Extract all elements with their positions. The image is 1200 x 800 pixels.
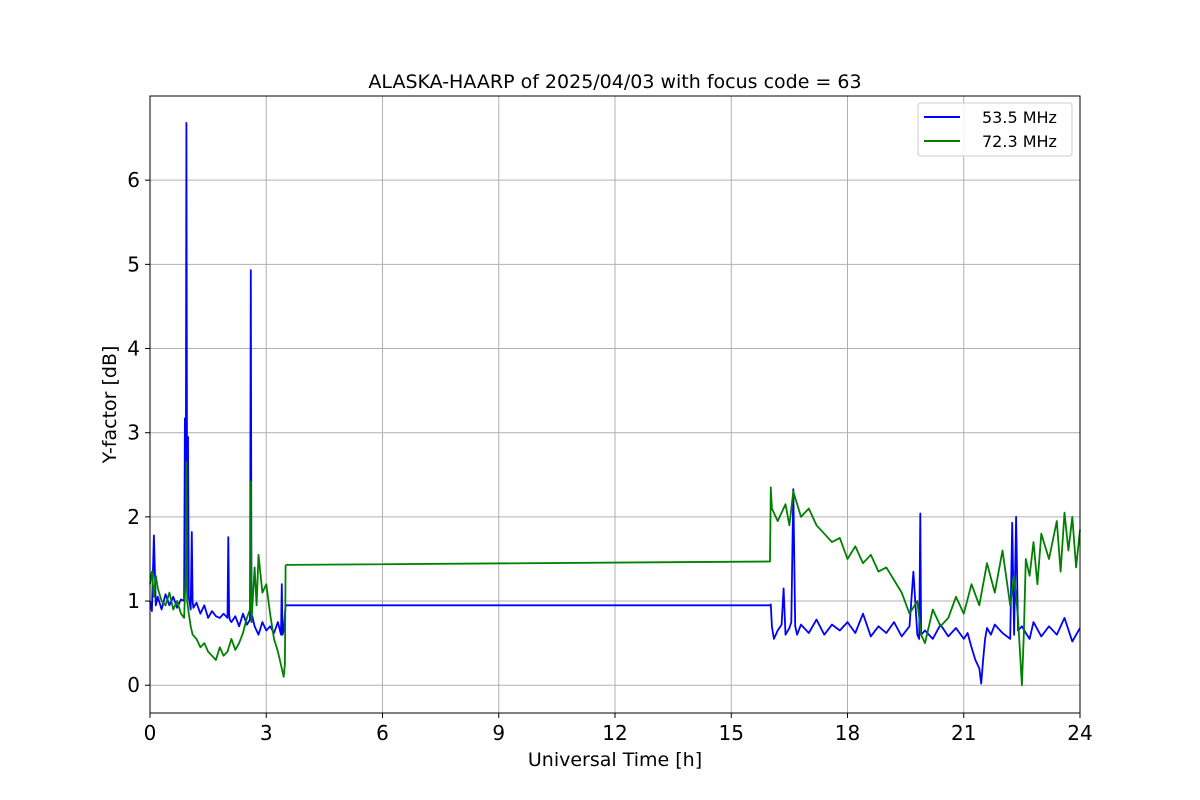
x-tick-label: 12 [602,721,627,745]
legend: 53.5 MHz 72.3 MHz [917,102,1073,157]
chart-title: ALASKA-HAARP of 2025/04/03 with focus co… [368,71,861,93]
series-line-53-5-mhz [149,122,1081,685]
legend-label-53-5-mhz: 53.5 MHz [982,108,1057,127]
x-tick-label: 18 [835,721,860,745]
y-tick-label: 4 [127,337,140,361]
y-tick-label: 0 [127,673,140,697]
x-tick-label: 21 [951,721,976,745]
y-tick-label: 2 [127,505,140,529]
y-tick-label: 1 [127,589,140,613]
y-tick-label: 5 [127,252,140,276]
x-tick-label: 0 [144,721,157,745]
grid [149,96,1081,713]
y-tick-label: 6 [127,168,140,192]
x-tick-label: 9 [492,721,505,745]
x-axis-label: Universal Time [h] [528,749,702,771]
y-tick-label: 3 [127,421,140,445]
x-tick-label: 24 [1067,721,1092,745]
x-tick-label: 6 [376,721,389,745]
x-tick-label: 15 [719,721,744,745]
legend-label-72-3-mhz: 72.3 MHz [982,132,1057,151]
y-axis-label: Y-factor [dB] [99,346,121,465]
x-tick-label: 3 [260,721,273,745]
series-line-72-3-mhz [149,461,1081,687]
series-layer [149,122,1081,687]
